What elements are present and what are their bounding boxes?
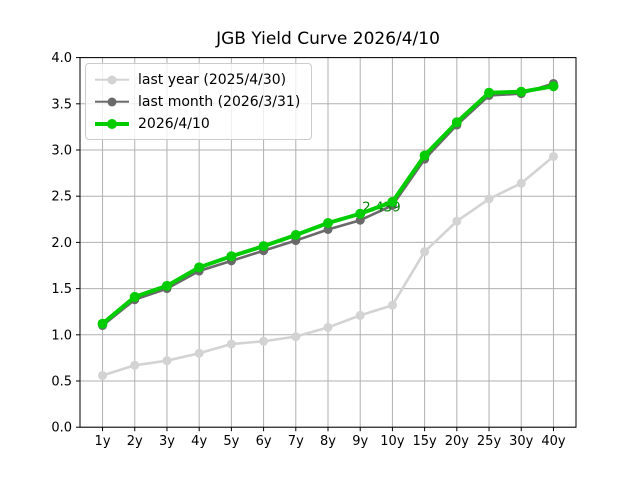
legend-label: last month (2026/3/31) xyxy=(138,93,301,110)
x-tick-label: 30y xyxy=(509,434,534,449)
legend-swatch-last-year xyxy=(95,73,129,87)
data-point xyxy=(291,332,301,342)
data-point xyxy=(194,348,204,358)
data-point xyxy=(484,87,495,98)
x-tick-label: 40y xyxy=(541,434,566,449)
legend-label: last year (2025/4/30) xyxy=(138,71,287,88)
data-point xyxy=(226,251,237,262)
data-point xyxy=(323,322,333,332)
data-point xyxy=(97,318,108,329)
data-point xyxy=(452,216,462,226)
y-tick-label: 3.0 xyxy=(51,144,72,159)
data-point xyxy=(548,151,558,161)
data-point xyxy=(516,178,526,188)
y-tick-label: 4.0 xyxy=(51,51,72,66)
data-point xyxy=(129,291,140,302)
data-point xyxy=(194,262,205,273)
legend-swatch-current xyxy=(95,117,129,131)
data-point xyxy=(290,230,301,241)
data-point xyxy=(259,336,269,346)
legend-item-current: 2026/4/10 xyxy=(95,114,300,133)
x-tick-label: 3y xyxy=(159,434,175,449)
data-point xyxy=(548,81,559,92)
data-point xyxy=(387,196,398,207)
y-tick-label: 2.0 xyxy=(51,236,72,251)
y-tick-label: 3.5 xyxy=(51,97,72,112)
data-point xyxy=(387,300,397,310)
legend-item-last-month: last month (2026/3/31) xyxy=(95,92,300,111)
x-tick-label: 10y xyxy=(380,434,405,449)
data-point xyxy=(516,86,527,97)
y-tick-label: 1.0 xyxy=(51,328,72,343)
data-point xyxy=(420,247,430,257)
x-tick-label: 7y xyxy=(288,434,304,449)
x-tick-label: 5y xyxy=(223,434,239,449)
legend-item-last-year: last year (2025/4/30) xyxy=(95,70,300,89)
data-point xyxy=(162,356,172,366)
data-point xyxy=(258,241,269,252)
data-point xyxy=(161,280,172,291)
y-tick-label: 0.5 xyxy=(51,375,72,390)
legend-label: 2026/4/10 xyxy=(138,115,210,132)
legend: last year (2025/4/30) last month (2026/3… xyxy=(85,63,313,140)
data-point xyxy=(355,208,366,219)
data-point xyxy=(323,217,333,228)
data-point xyxy=(419,150,430,161)
legend-swatch-last-month xyxy=(95,95,129,109)
x-tick-label: 8y xyxy=(320,434,336,449)
x-tick-label: 20y xyxy=(445,434,470,449)
data-point xyxy=(226,339,236,349)
x-tick-label: 15y xyxy=(412,434,437,449)
y-tick-label: 1.5 xyxy=(51,282,72,297)
y-tick-label: 0.0 xyxy=(51,421,72,436)
data-point xyxy=(98,370,108,380)
x-tick-label: 2y xyxy=(127,434,143,449)
x-tick-label: 4y xyxy=(191,434,207,449)
chart-title: JGB Yield Curve 2026/4/10 xyxy=(216,29,440,49)
y-tick-label: 2.5 xyxy=(51,190,72,205)
x-tick-label: 6y xyxy=(256,434,272,449)
data-point xyxy=(355,310,365,320)
x-tick-label: 25y xyxy=(477,434,502,449)
x-tick-label: 1y xyxy=(95,434,111,449)
data-point xyxy=(484,194,494,204)
x-tick-label: 9y xyxy=(352,434,368,449)
data-point xyxy=(451,117,462,128)
data-point xyxy=(130,360,140,370)
